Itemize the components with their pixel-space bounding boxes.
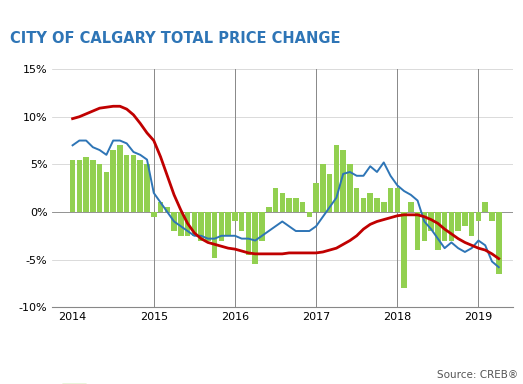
Bar xyxy=(178,212,184,236)
Bar xyxy=(489,212,495,222)
Bar xyxy=(259,212,265,240)
Bar xyxy=(219,212,224,240)
Bar xyxy=(90,160,96,212)
Bar xyxy=(70,160,75,212)
Bar xyxy=(266,207,271,212)
Bar xyxy=(253,212,258,264)
Bar xyxy=(415,212,420,250)
Bar xyxy=(435,212,440,250)
Bar xyxy=(449,212,454,240)
Bar xyxy=(469,212,474,236)
Bar xyxy=(158,202,163,212)
Bar xyxy=(320,164,326,212)
Bar xyxy=(442,212,447,240)
Bar xyxy=(198,212,204,240)
Bar xyxy=(347,164,353,212)
Bar xyxy=(138,160,143,212)
Bar xyxy=(313,184,319,212)
Bar xyxy=(131,155,136,212)
Bar xyxy=(482,202,488,212)
Bar xyxy=(286,198,292,212)
Bar xyxy=(354,188,359,212)
Bar xyxy=(273,188,278,212)
Bar xyxy=(456,212,461,231)
Text: CITY OF CALGARY TOTAL PRICE CHANGE: CITY OF CALGARY TOTAL PRICE CHANGE xyxy=(10,31,341,46)
Bar xyxy=(394,188,400,212)
Bar xyxy=(462,212,468,226)
Bar xyxy=(408,202,414,212)
Bar xyxy=(340,150,346,212)
Bar xyxy=(300,202,305,212)
Bar xyxy=(172,212,177,231)
Bar xyxy=(401,212,407,288)
Text: Source: CREB®: Source: CREB® xyxy=(437,370,518,380)
Bar xyxy=(165,207,170,212)
Bar xyxy=(368,193,373,212)
Bar xyxy=(239,212,244,231)
Bar xyxy=(279,193,285,212)
Bar xyxy=(334,145,339,212)
Bar xyxy=(212,212,218,258)
Bar xyxy=(117,145,123,212)
Bar xyxy=(110,150,116,212)
Bar xyxy=(144,164,150,212)
Bar xyxy=(476,212,481,222)
Bar xyxy=(293,198,299,212)
Bar xyxy=(381,202,386,212)
Bar xyxy=(191,212,197,236)
Bar xyxy=(374,198,380,212)
Bar xyxy=(225,212,231,236)
Bar xyxy=(327,174,333,212)
Bar xyxy=(83,157,89,212)
Bar xyxy=(232,212,237,222)
Bar xyxy=(361,198,366,212)
Bar xyxy=(124,155,130,212)
Bar xyxy=(428,212,434,231)
Bar xyxy=(205,212,211,240)
Bar xyxy=(104,172,109,212)
Bar xyxy=(151,212,156,217)
Bar xyxy=(97,164,103,212)
Bar xyxy=(388,188,393,212)
Bar xyxy=(76,160,82,212)
Bar xyxy=(422,212,427,240)
Bar xyxy=(185,212,190,236)
Legend: Average Price Y/Y% Change, Median Price Y/Y% Change, Benchmark Y/Y% Change: Average Price Y/Y% Change, Median Price … xyxy=(58,379,422,384)
Bar xyxy=(496,212,502,274)
Bar xyxy=(246,212,251,255)
Bar xyxy=(306,212,312,217)
